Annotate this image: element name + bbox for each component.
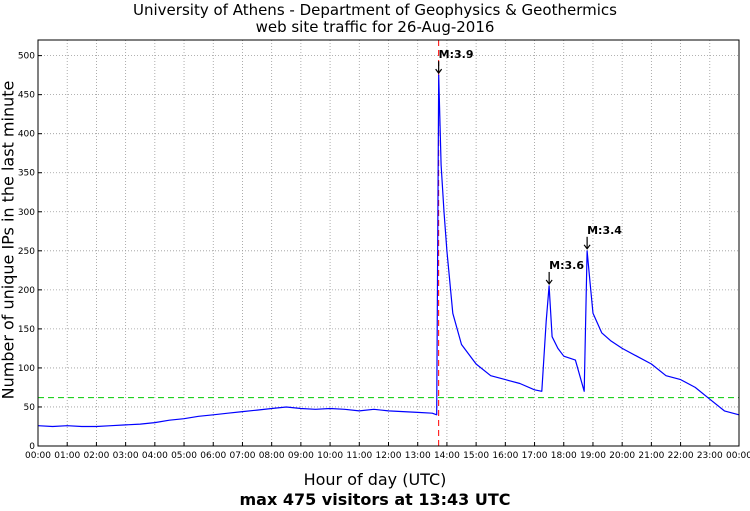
- x-tick-label: 11:00: [346, 451, 372, 461]
- annotations-group: M:3.9 M:3.6 M:3.4: [435, 48, 622, 285]
- annotation-arrow-head: [545, 279, 553, 285]
- x-tick-label: 19:00: [580, 451, 606, 461]
- series-group: [37, 74, 740, 428]
- max-visitors-summary: max 475 visitors at 13:43 UTC: [239, 490, 511, 509]
- y-tick-label: 200: [18, 286, 35, 296]
- grid-lines: [37, 40, 740, 447]
- reference-lines: [38, 40, 739, 446]
- y-tick-label: 250: [18, 247, 35, 257]
- x-tick-label: 02:00: [83, 451, 109, 461]
- x-tick-label: 15:00: [463, 451, 489, 461]
- y-tick-label: 300: [18, 208, 35, 218]
- x-axis-label: Hour of day (UTC): [303, 470, 447, 489]
- x-tick-label: 12:00: [376, 451, 402, 461]
- annotation-arrow-head: [435, 68, 443, 75]
- x-tick-label: 17:00: [522, 451, 548, 461]
- x-tick-label: 09:00: [288, 451, 314, 461]
- y-tick-label: 150: [18, 325, 35, 335]
- chart-subtitle: web site traffic for 26-Aug-2016: [255, 18, 495, 36]
- y-tick-label: 350: [18, 169, 35, 179]
- x-tick-label: 04:00: [142, 451, 168, 461]
- annotation-label: M:3.9: [439, 48, 474, 61]
- x-tick-label: 13:00: [405, 451, 431, 461]
- x-tick-label: 21:00: [638, 451, 664, 461]
- x-tick-label: 03:00: [113, 451, 139, 461]
- y-tick-label: 100: [18, 364, 35, 374]
- y-tick-label: 50: [24, 403, 36, 413]
- x-tick-label: 16:00: [492, 451, 518, 461]
- x-tick-label: 18:00: [551, 451, 577, 461]
- y-tick-label: 500: [18, 52, 35, 62]
- x-tick-label: 05:00: [171, 451, 197, 461]
- x-tick-label: 01:00: [54, 451, 80, 461]
- x-tick-label: 07:00: [229, 451, 255, 461]
- x-tick-label: 10:00: [317, 451, 343, 461]
- x-tick-label: 00:00: [726, 451, 750, 461]
- x-tick-label: 08:00: [259, 451, 285, 461]
- x-tick-label: 22:00: [668, 451, 694, 461]
- plot-frame: [37, 39, 740, 447]
- annotation-label: M:3.6: [549, 259, 584, 272]
- y-tick-label: 0: [29, 442, 35, 452]
- x-tick-label: 14:00: [434, 451, 460, 461]
- traffic-series-line: [37, 74, 740, 428]
- y-tick-label: 450: [18, 91, 35, 101]
- y-tick-label: 400: [18, 130, 35, 140]
- x-tick-label: 06:00: [200, 451, 226, 461]
- chart-title: University of Athens - Department of Geo…: [133, 1, 617, 19]
- x-tick-label: 23:00: [697, 451, 723, 461]
- annotation-arrow-head: [583, 244, 591, 250]
- x-tick-label: 00:00: [25, 451, 51, 461]
- x-tick-label: 20:00: [609, 451, 635, 461]
- annotation-label: M:3.4: [587, 224, 622, 237]
